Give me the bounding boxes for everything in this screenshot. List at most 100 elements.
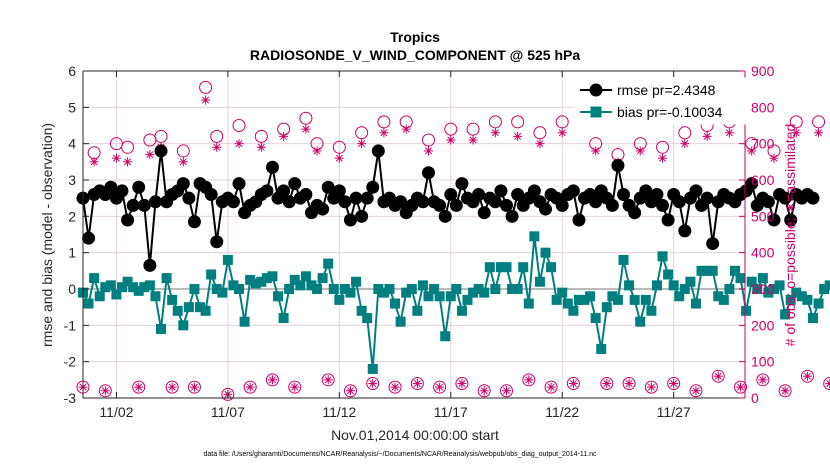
bias-point bbox=[356, 305, 367, 316]
x-tick-label: 11/17 bbox=[434, 404, 468, 420]
rmse-point bbox=[572, 213, 586, 227]
x-tick-label: 11/27 bbox=[657, 404, 691, 420]
obs-assimilated-marker bbox=[412, 378, 422, 388]
rmse-point bbox=[260, 184, 274, 198]
rmse-point bbox=[115, 184, 129, 198]
obs-possible-marker bbox=[656, 140, 670, 154]
obs-possible-marker bbox=[288, 380, 302, 394]
bias-point bbox=[518, 262, 529, 273]
bias-point bbox=[339, 284, 350, 294]
rmse-point bbox=[121, 213, 135, 227]
obs-possible-marker bbox=[678, 126, 692, 140]
bias-point bbox=[295, 280, 306, 291]
rmse-point bbox=[316, 202, 330, 216]
obs-assimilated-marker bbox=[267, 375, 277, 385]
bias-point bbox=[757, 273, 768, 284]
rmse-point bbox=[416, 195, 430, 209]
obs-possible-marker bbox=[332, 140, 346, 154]
obs-possible-marker bbox=[756, 373, 770, 387]
bias-point bbox=[807, 313, 818, 324]
x-axis-label: Nov.01,2014 00:00:00 start bbox=[331, 427, 499, 443]
obs-assimilated-marker bbox=[446, 135, 456, 145]
rmse-point bbox=[500, 198, 514, 212]
bias-point bbox=[685, 276, 696, 287]
y-tick-label-right: 600 bbox=[751, 172, 775, 188]
obs-assimilated-marker bbox=[624, 378, 634, 388]
y-tick-label-left: -2 bbox=[64, 354, 77, 370]
y-tick-label-left: 4 bbox=[68, 136, 76, 152]
y-tick-label-right: 700 bbox=[751, 136, 775, 152]
obs-possible-marker bbox=[689, 384, 703, 398]
bias-point bbox=[273, 291, 284, 302]
obs-possible-marker bbox=[132, 380, 146, 394]
obs-assimilated-marker bbox=[89, 157, 99, 167]
obs-assimilated-marker bbox=[345, 386, 355, 396]
y-tick-label-right: 0 bbox=[751, 390, 759, 406]
obs-possible-marker bbox=[343, 384, 357, 398]
obs-assimilated-marker bbox=[201, 95, 211, 105]
legend-rmse-marker bbox=[589, 83, 603, 97]
obs-possible-marker bbox=[667, 376, 681, 390]
bias-point bbox=[529, 231, 540, 242]
rmse-point bbox=[82, 231, 96, 245]
rmse-point bbox=[700, 191, 714, 205]
bias-point bbox=[412, 305, 423, 316]
obs-assimilated-marker bbox=[390, 382, 400, 392]
bias-series bbox=[78, 231, 830, 374]
bias-point bbox=[657, 251, 668, 262]
obs-assimilated-marker bbox=[423, 146, 433, 156]
obs-possible-marker bbox=[789, 115, 803, 129]
bias-point bbox=[735, 273, 746, 284]
rmse-point bbox=[539, 202, 553, 216]
rmse-point bbox=[589, 195, 603, 209]
y-tick-label-right: 100 bbox=[751, 354, 775, 370]
rmse-point bbox=[277, 184, 291, 198]
obs-possible-marker bbox=[511, 115, 525, 129]
obs-possible-marker bbox=[800, 369, 814, 383]
bias-point bbox=[222, 254, 233, 265]
bias-point bbox=[83, 298, 94, 309]
y-tick-label-right: 300 bbox=[751, 281, 775, 297]
rmse-point bbox=[511, 188, 525, 202]
rmse-point bbox=[394, 195, 408, 209]
bias-point bbox=[696, 265, 707, 276]
obs-possible-marker bbox=[466, 122, 480, 136]
obs-assimilated-marker bbox=[245, 382, 255, 392]
rmse-point bbox=[555, 198, 569, 212]
obs-possible-marker bbox=[377, 115, 391, 129]
obs-possible-marker bbox=[299, 111, 313, 125]
bias-point bbox=[534, 276, 545, 287]
bias-point bbox=[484, 262, 495, 273]
obs-possible-marker bbox=[533, 126, 547, 140]
bias-point bbox=[796, 291, 807, 302]
y-tick-label-right: 900 bbox=[751, 63, 775, 79]
rmse-point bbox=[628, 206, 642, 220]
obs-possible-marker bbox=[254, 129, 268, 143]
obs-assimilated-marker bbox=[334, 153, 344, 163]
y-tick-label-left: 3 bbox=[68, 172, 76, 188]
obs-assimilated-marker bbox=[802, 371, 812, 381]
rmse-point bbox=[176, 177, 190, 191]
obs-assimilated-marker bbox=[524, 375, 534, 385]
obs-assimilated-marker bbox=[100, 386, 110, 396]
obs-assimilated-marker bbox=[111, 153, 121, 163]
bias-point bbox=[651, 280, 662, 291]
obs-possible-marker bbox=[600, 376, 614, 390]
rmse-point bbox=[444, 188, 458, 202]
bias-point bbox=[128, 282, 139, 293]
obs-assimilated-marker bbox=[691, 386, 701, 396]
obs-possible-marker bbox=[243, 380, 257, 394]
rmse-point bbox=[143, 258, 157, 272]
obs-possible-marker bbox=[421, 133, 435, 147]
bias-point bbox=[267, 271, 278, 282]
bias-point bbox=[462, 294, 473, 305]
y-axis-label-left: rmse and bias (model - observation) bbox=[39, 123, 55, 347]
bias-point bbox=[768, 284, 779, 294]
obs-possible-marker bbox=[165, 380, 179, 394]
rmse-point bbox=[527, 184, 541, 198]
y-tick-label-right: 800 bbox=[751, 99, 775, 115]
obs-assimilated-marker bbox=[591, 146, 601, 156]
rmse-point bbox=[338, 195, 352, 209]
bias-point bbox=[679, 284, 690, 294]
obs-assimilated-marker bbox=[568, 378, 578, 388]
